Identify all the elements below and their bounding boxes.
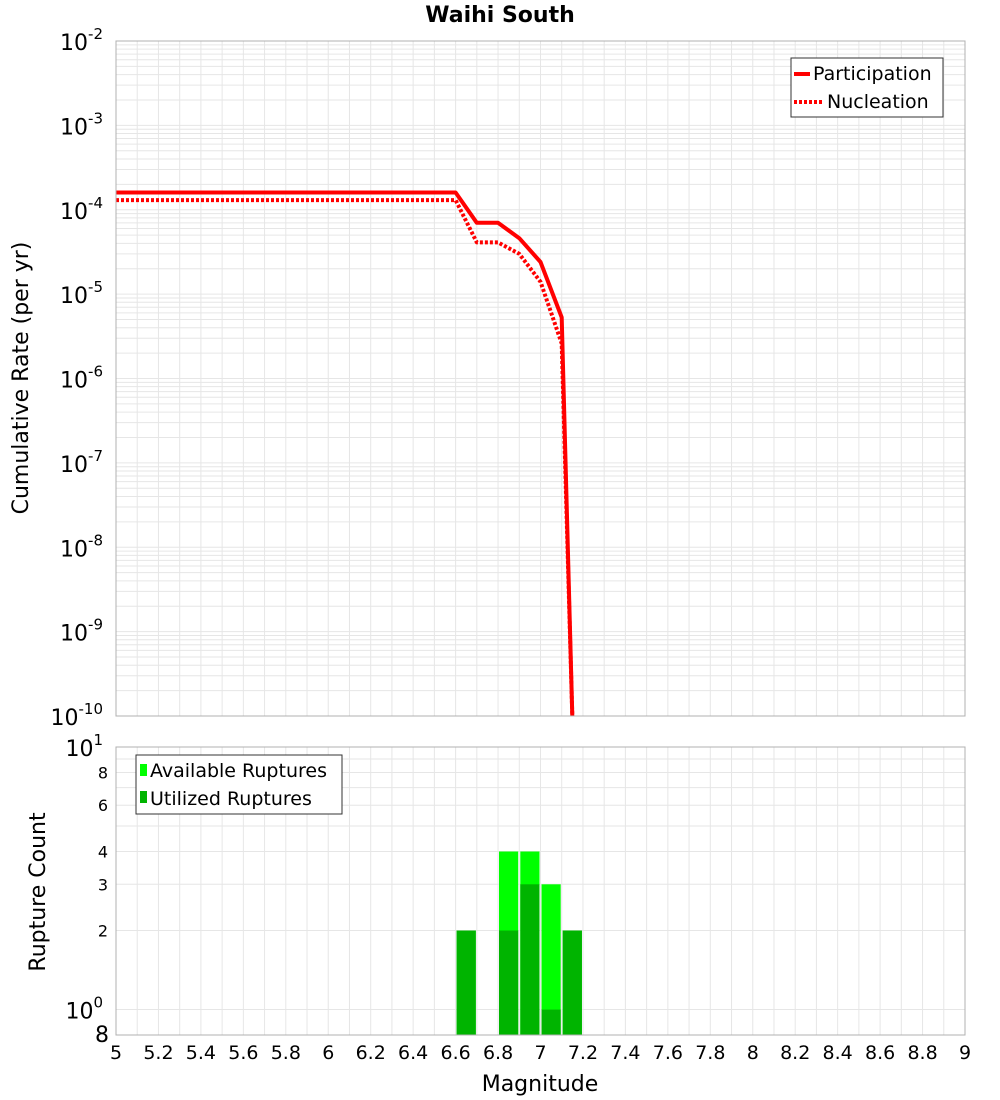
bar-utilized-ruptures — [499, 930, 519, 1035]
legend-label-participation: Participation — [813, 63, 932, 85]
x-tick-label: 5.4 — [186, 1042, 216, 1064]
x-tick-label: 8 — [747, 1042, 759, 1064]
legend-swatch-utilized — [140, 791, 147, 803]
x-tick-label: 8.4 — [823, 1042, 853, 1064]
y-tick-label: 2 — [98, 922, 108, 941]
x-tick-label: 7 — [534, 1042, 546, 1064]
y-tick-label: 6 — [98, 796, 108, 815]
x-tick-label: 9 — [959, 1042, 971, 1064]
rate-plot: 10-10 10-9 10-8 10-7 10-6 10-5 10-4 10-3 10-2 Cu… — [9, 25, 966, 731]
y-tick-label: 10-2 — [60, 25, 103, 56]
x-tick-label: 6.2 — [356, 1042, 386, 1064]
y-tick-label: 100 — [65, 994, 103, 1025]
y-tick-label: 101 — [65, 731, 103, 762]
x-tick-label: 6.8 — [483, 1042, 513, 1064]
x-tick-label: 8.2 — [780, 1042, 810, 1064]
x-tick-label: 5.6 — [228, 1042, 258, 1064]
count-plot-grid — [115, 747, 966, 1035]
x-tick-label: 6.4 — [398, 1042, 428, 1064]
y-tick-label: 8 — [95, 1023, 109, 1048]
x-tick-label: 7.4 — [610, 1042, 640, 1064]
x-tick-label: 5.2 — [143, 1042, 173, 1064]
count-plot-legend-box — [135, 754, 343, 815]
legend-label-utilized: Utilized Ruptures — [150, 788, 312, 810]
x-axis-label: Magnitude — [482, 1072, 599, 1097]
y-tick-label: 10-6 — [60, 363, 103, 394]
x-tick-label: 7.8 — [695, 1042, 725, 1064]
count-plot-frame — [115, 746, 966, 1036]
x-tick-label: 8.6 — [865, 1042, 895, 1064]
bar-utilized-ruptures — [520, 884, 540, 1035]
legend-label-nucleation: Nucleation — [827, 91, 929, 113]
x-tick-label: 6 — [322, 1042, 334, 1064]
y-tick-label: 10-7 — [60, 447, 103, 478]
rate-plot-y-ticks: 10-10 10-9 10-8 10-7 10-6 10-5 10-4 10-3 10-2 — [51, 25, 104, 731]
series-line-participation — [116, 190, 575, 717]
x-tick-label: 8.8 — [907, 1042, 937, 1064]
y-tick-label: 10-3 — [60, 109, 103, 140]
y-tick-label: 10-5 — [60, 278, 103, 309]
bar-utilized-ruptures — [541, 1009, 561, 1035]
y-tick-label: 8 — [98, 763, 108, 782]
x-tick-label: 7.2 — [568, 1042, 598, 1064]
count-plot-legend: Available Ruptures Utilized Ruptures — [135, 754, 343, 815]
y-tick-label: 10-10 — [51, 700, 104, 731]
y-tick-label: 4 — [98, 842, 108, 861]
rate-plot-frame — [115, 40, 966, 717]
y-tick-label: 10-4 — [60, 194, 103, 225]
legend-label-available: Available Ruptures — [150, 760, 327, 782]
y-tick-label: 3 — [98, 875, 108, 894]
bar-utilized-ruptures — [562, 930, 582, 1035]
count-plot-x-ticks: 5 5.2 5.4 5.6 5.8 6 6.2 6.4 6.6 6.8 7 7.2 7.4 7.6 7.8 8… — [110, 1042, 971, 1064]
y-tick-label: 10-9 — [60, 616, 103, 647]
count-plot-y-label: Rupture Count — [26, 812, 51, 972]
bar-available-ruptures — [541, 884, 561, 1035]
rate-plot-grid — [115, 41, 966, 717]
x-tick-label: 7.6 — [653, 1042, 683, 1064]
x-tick-label: 6.6 — [440, 1042, 470, 1064]
bar-utilized-ruptures — [456, 930, 476, 1035]
chart-title: Waihi South — [425, 3, 575, 28]
rate-plot-legend: Participation Nucleation — [790, 57, 944, 118]
rate-plot-y-label: Cumulative Rate (per yr) — [9, 242, 34, 515]
count-plot-bars — [456, 851, 582, 1035]
y-tick-label: 10-8 — [60, 531, 103, 562]
x-tick-label: 5 — [110, 1042, 122, 1064]
legend-swatch-available — [140, 764, 147, 776]
x-tick-label: 5.8 — [271, 1042, 301, 1064]
rate-plot-series — [116, 190, 575, 717]
series-line-nucleation — [116, 198, 575, 717]
rate-plot-legend-box — [790, 57, 944, 118]
